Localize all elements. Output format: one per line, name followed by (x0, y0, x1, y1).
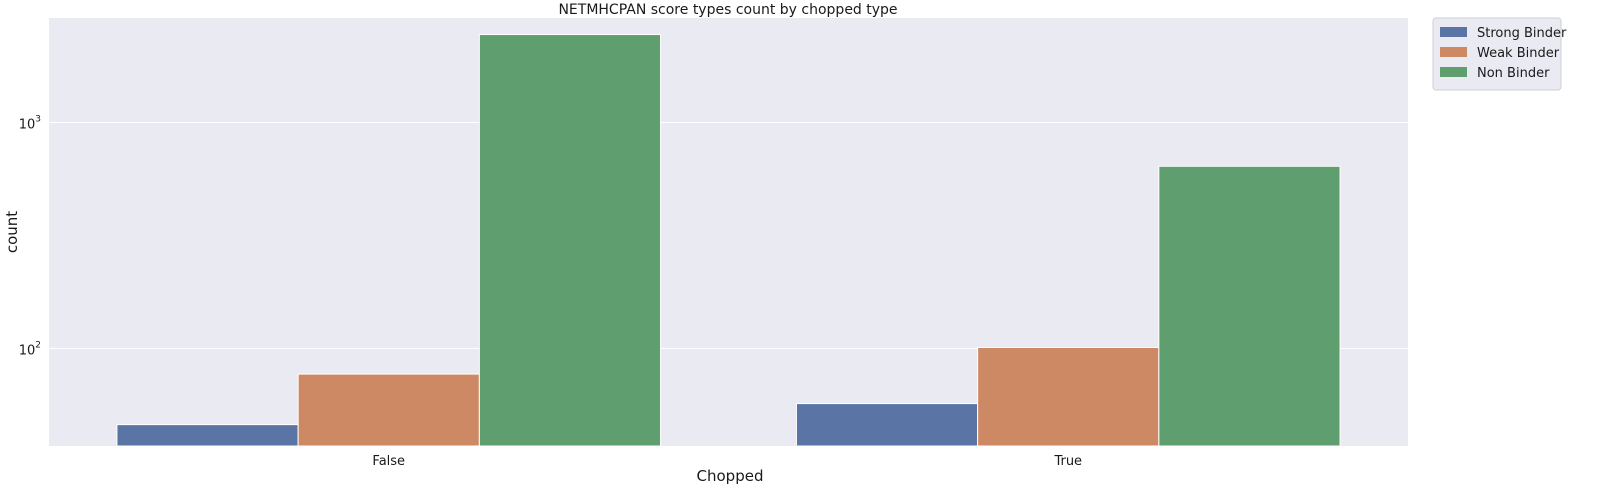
bar-weak-binder-true (977, 346, 1160, 447)
legend-label: Weak Binder (1477, 46, 1560, 61)
legend-label: Non Binder (1477, 66, 1550, 81)
y-tick-label: 103 (19, 114, 41, 132)
legend-swatch (1440, 47, 1467, 57)
x-tick-label: False (372, 454, 405, 469)
x-axis-label: Chopped (697, 467, 764, 485)
chart-title: NETMHCPAN score types count by chopped t… (558, 2, 897, 18)
bar-non-binder-false (478, 34, 662, 447)
bar-strong-binder-false (116, 424, 299, 447)
x-tick-label: True (1053, 454, 1082, 469)
bar-non-binder-true (1158, 165, 1341, 447)
y-tick-label: 102 (19, 340, 41, 358)
legend-label: Strong Binder (1477, 26, 1567, 41)
bar-strong-binder-true (795, 403, 979, 447)
x-tick-labels: False True (372, 454, 1082, 469)
bars (116, 34, 1341, 447)
bar-weak-binder-false (297, 373, 480, 447)
legend: Strong Binder Weak Binder Non Binder (1432, 17, 1567, 91)
legend-swatch (1440, 27, 1467, 37)
y-tick-labels: 102 103 (19, 114, 41, 358)
y-axis-label: count (3, 211, 21, 253)
legend-swatch (1440, 67, 1467, 77)
